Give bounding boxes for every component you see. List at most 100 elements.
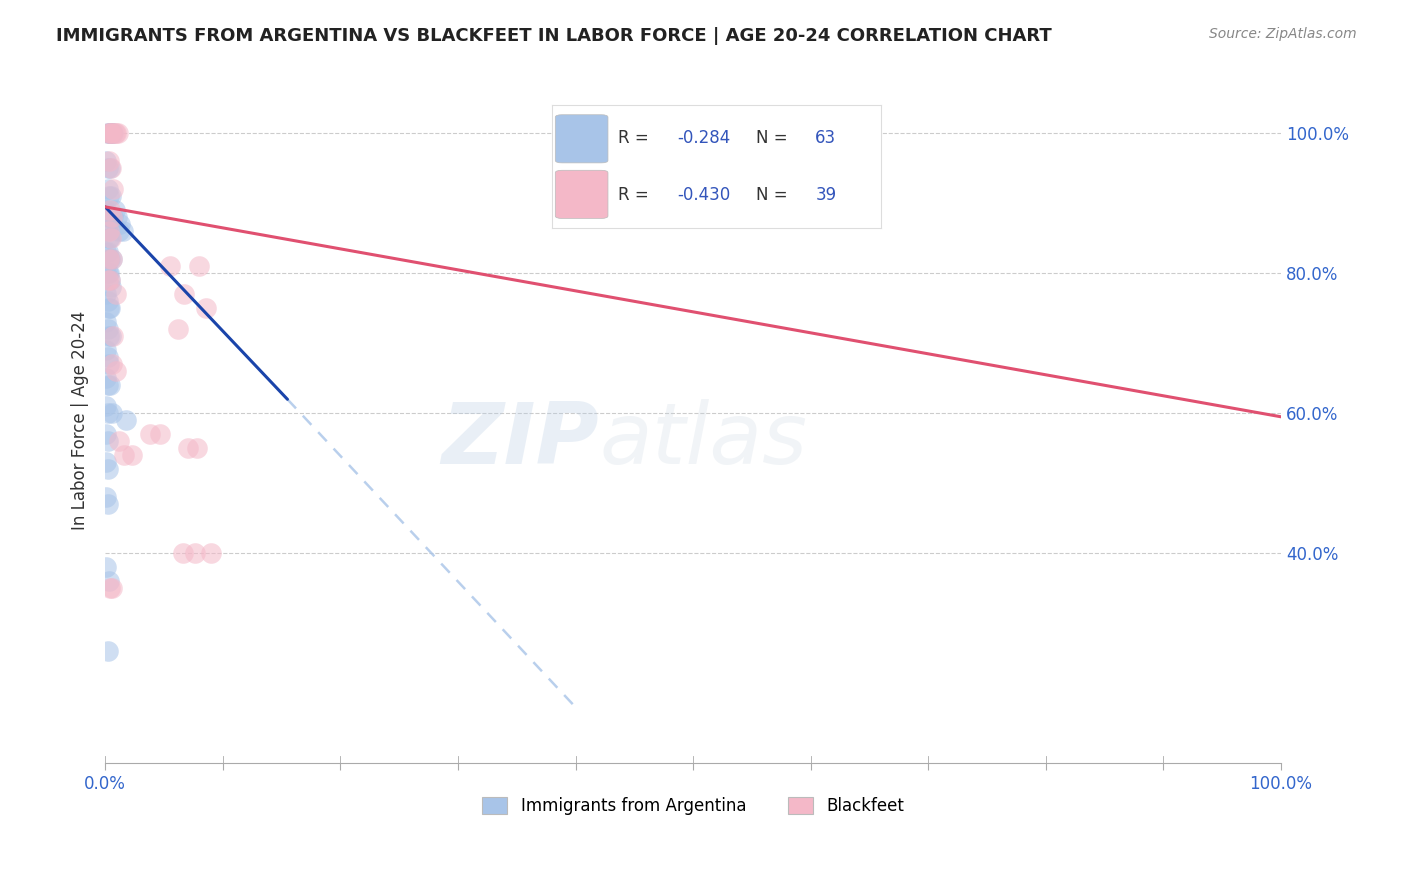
Point <box>97 301 120 316</box>
Point <box>97 406 120 420</box>
Point <box>107 127 129 141</box>
Point <box>100 329 122 343</box>
Point <box>101 252 124 267</box>
Point <box>97 497 120 511</box>
Point <box>97 294 120 309</box>
Point <box>101 127 124 141</box>
Point <box>98 581 121 595</box>
Point <box>103 182 125 196</box>
Point <box>100 189 122 203</box>
Point <box>104 364 127 378</box>
Point <box>104 127 127 141</box>
Point <box>96 224 118 238</box>
Point <box>98 301 121 316</box>
Point <box>108 434 131 449</box>
Point <box>104 127 127 141</box>
Point <box>159 260 181 274</box>
Text: ZIP: ZIP <box>441 400 599 483</box>
Point <box>97 224 120 238</box>
Point <box>103 127 125 141</box>
Point <box>103 211 125 225</box>
Point <box>98 161 121 176</box>
Point <box>97 182 120 196</box>
Point <box>96 455 118 469</box>
Point <box>101 211 124 225</box>
Point <box>121 448 143 462</box>
Point <box>108 224 131 238</box>
Point <box>96 371 118 385</box>
Point <box>101 252 124 267</box>
Point <box>97 574 120 589</box>
Point <box>97 644 120 658</box>
Point <box>97 127 120 141</box>
Point <box>98 203 121 218</box>
Point <box>98 273 121 287</box>
Point <box>111 224 134 238</box>
Point <box>176 442 198 456</box>
Point <box>110 218 132 232</box>
Point <box>97 211 120 225</box>
Point <box>96 399 118 413</box>
Point <box>97 127 120 141</box>
Point <box>183 546 205 560</box>
Y-axis label: In Labor Force | Age 20-24: In Labor Force | Age 20-24 <box>72 310 89 530</box>
Point <box>98 127 121 141</box>
Point <box>97 231 120 245</box>
Point <box>186 442 208 456</box>
Point <box>97 322 120 336</box>
Point <box>100 231 122 245</box>
Point <box>96 315 118 329</box>
Point <box>105 211 128 225</box>
Point <box>97 252 120 267</box>
Point <box>101 357 124 371</box>
Point <box>188 260 211 274</box>
Text: atlas: atlas <box>599 400 807 483</box>
Point <box>96 287 118 301</box>
Point <box>97 161 120 176</box>
Point <box>104 287 127 301</box>
Point <box>195 301 218 316</box>
Point <box>97 462 120 476</box>
Point <box>97 252 120 267</box>
Point <box>98 273 121 287</box>
Point <box>97 357 120 371</box>
Point <box>139 427 162 442</box>
Point <box>96 266 118 280</box>
Point <box>112 448 135 462</box>
Point <box>100 127 122 141</box>
Point <box>103 329 125 343</box>
Point <box>100 280 122 294</box>
Point <box>97 224 120 238</box>
Text: Source: ZipAtlas.com: Source: ZipAtlas.com <box>1209 27 1357 41</box>
Point <box>100 161 122 176</box>
Point <box>167 322 190 336</box>
Point <box>200 546 222 560</box>
Point <box>115 413 138 427</box>
Legend: Immigrants from Argentina, Blackfeet: Immigrants from Argentina, Blackfeet <box>474 789 912 823</box>
Point <box>97 329 120 343</box>
Point <box>97 266 120 280</box>
Point <box>97 189 120 203</box>
Point <box>98 127 121 141</box>
Point <box>98 252 121 267</box>
Point <box>97 273 120 287</box>
Point <box>96 560 118 574</box>
Point <box>96 154 118 169</box>
Point <box>100 211 122 225</box>
Point <box>98 231 121 245</box>
Point <box>97 351 120 365</box>
Point <box>97 211 120 225</box>
Point <box>96 343 118 358</box>
Point <box>97 245 120 260</box>
Point <box>97 434 120 449</box>
Point <box>101 406 124 420</box>
Point <box>96 245 118 260</box>
Point <box>97 154 120 169</box>
Point <box>172 546 194 560</box>
Point <box>97 266 120 280</box>
Point <box>96 427 118 442</box>
Point <box>149 427 172 442</box>
Point <box>104 203 127 218</box>
Point <box>97 127 120 141</box>
Point <box>96 490 118 504</box>
